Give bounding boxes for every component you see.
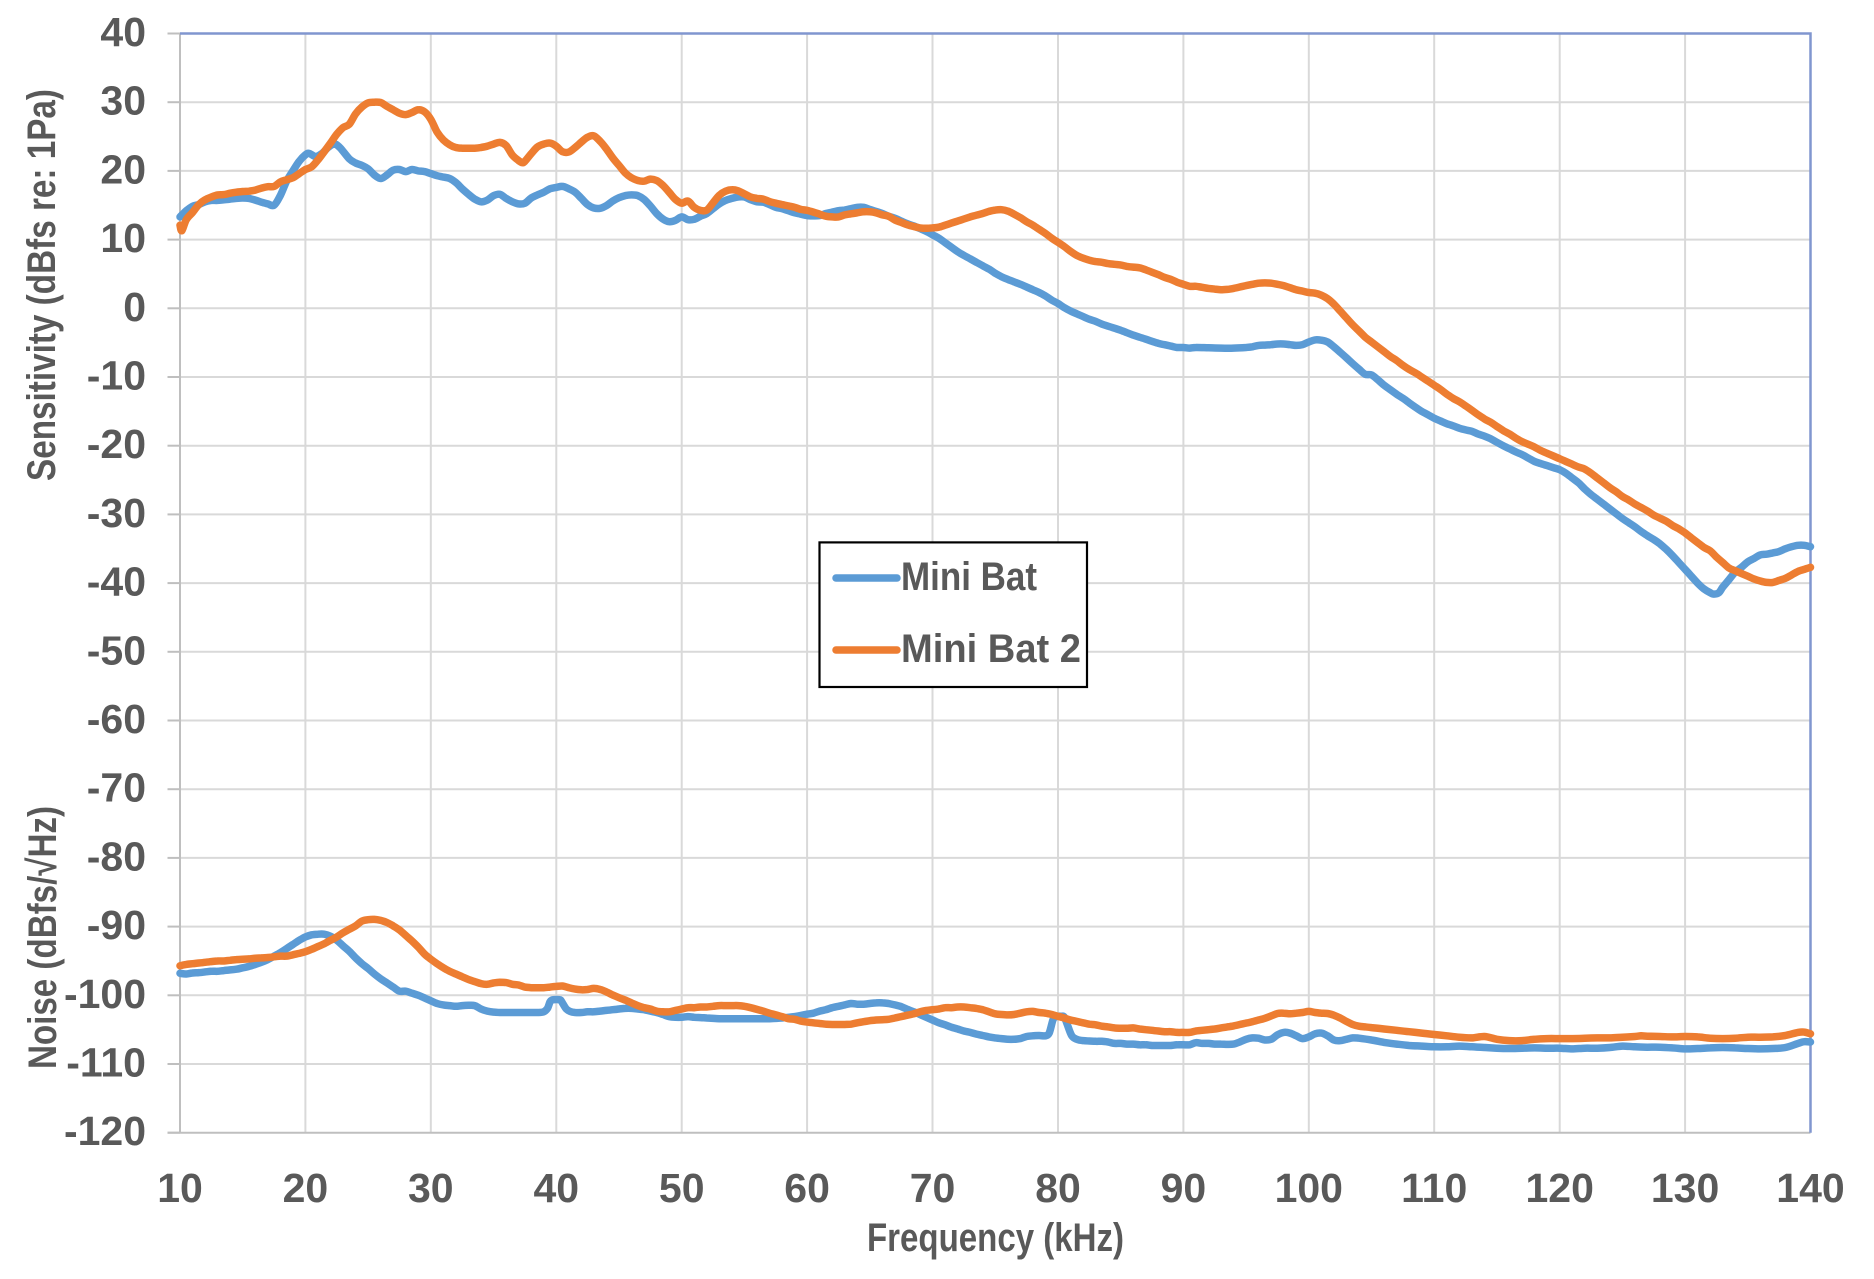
svg-text:30: 30 xyxy=(408,1165,454,1211)
svg-text:80: 80 xyxy=(1035,1165,1081,1211)
svg-text:-100: -100 xyxy=(64,971,146,1017)
svg-text:Mini Bat: Mini Bat xyxy=(901,555,1037,599)
svg-text:Sensitivity (dBfs re: 1Pa): Sensitivity (dBfs re: 1Pa) xyxy=(20,89,64,481)
svg-text:10: 10 xyxy=(157,1165,203,1211)
svg-text:90: 90 xyxy=(1161,1165,1207,1211)
svg-text:-110: -110 xyxy=(66,1040,146,1086)
svg-text:-30: -30 xyxy=(87,490,146,536)
svg-text:10: 10 xyxy=(100,215,146,261)
svg-text:140: 140 xyxy=(1776,1165,1844,1211)
svg-text:-90: -90 xyxy=(87,902,146,948)
svg-text:110: 110 xyxy=(1401,1165,1467,1211)
svg-text:Frequency (kHz): Frequency (kHz) xyxy=(867,1216,1124,1260)
svg-text:60: 60 xyxy=(784,1165,830,1211)
svg-text:Mini Bat 2: Mini Bat 2 xyxy=(901,627,1081,671)
svg-text:120: 120 xyxy=(1525,1165,1593,1211)
svg-text:-70: -70 xyxy=(87,765,146,811)
svg-text:-80: -80 xyxy=(87,833,146,879)
svg-text:100: 100 xyxy=(1275,1165,1343,1211)
svg-text:40: 40 xyxy=(533,1165,579,1211)
svg-text:20: 20 xyxy=(283,1165,329,1211)
svg-text:-40: -40 xyxy=(87,559,146,605)
svg-text:30: 30 xyxy=(100,78,146,124)
svg-text:-20: -20 xyxy=(87,421,146,467)
svg-text:0: 0 xyxy=(123,284,146,330)
svg-text:20: 20 xyxy=(100,146,146,192)
svg-text:50: 50 xyxy=(659,1165,705,1211)
svg-text:70: 70 xyxy=(910,1165,956,1211)
svg-text:40: 40 xyxy=(100,9,146,55)
svg-text:-10: -10 xyxy=(87,353,146,399)
svg-text:-60: -60 xyxy=(87,696,146,742)
svg-text:-50: -50 xyxy=(87,627,146,673)
svg-text:-120: -120 xyxy=(64,1108,146,1154)
svg-text:130: 130 xyxy=(1651,1165,1719,1211)
svg-text:Noise (dBfs/√Hz): Noise (dBfs/√Hz) xyxy=(21,806,65,1069)
